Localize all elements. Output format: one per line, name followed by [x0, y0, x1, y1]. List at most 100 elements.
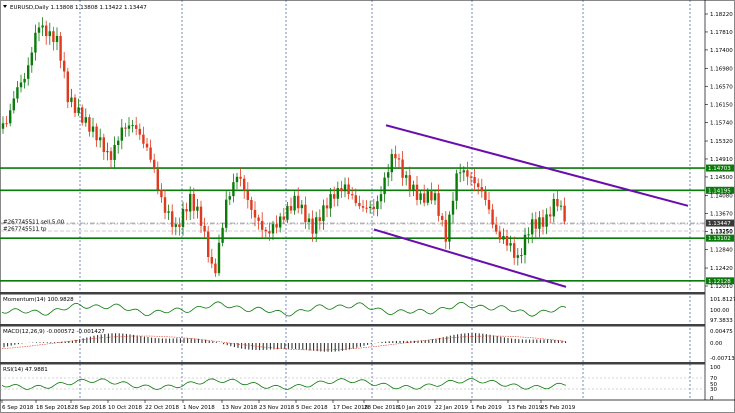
- candle-body: [34, 32, 37, 53]
- candle-body: [495, 224, 498, 232]
- candle-body: [369, 206, 372, 208]
- candle-body: [131, 125, 134, 127]
- candle-body: [113, 144, 116, 160]
- candle-body: [160, 189, 163, 198]
- candle-body: [81, 107, 84, 123]
- price-tick-label: 1.16150: [710, 103, 733, 109]
- candle-body: [246, 190, 249, 200]
- time-tick-label: 18 Sep 2018: [36, 405, 71, 411]
- candle-body: [127, 125, 131, 129]
- candle-body: [541, 217, 545, 227]
- candle-body: [466, 170, 469, 177]
- candle-body: [181, 209, 185, 228]
- candle-body: [484, 191, 487, 200]
- rsi-tick-label: 50: [710, 382, 717, 388]
- candle-body: [523, 234, 527, 256]
- candle-body: [192, 193, 195, 211]
- candle-body: [63, 60, 66, 72]
- candle-body: [469, 176, 473, 178]
- candle-body: [552, 198, 555, 217]
- candle-body: [534, 219, 537, 229]
- momentum-polyline: [1, 301, 567, 317]
- candle-body: [275, 224, 278, 228]
- candle-body: [297, 195, 300, 209]
- rsi-tick-label: 30: [710, 387, 717, 393]
- candle-body: [527, 234, 530, 236]
- candle-body: [189, 193, 192, 212]
- candle-body: [387, 172, 390, 178]
- macd-label: MACD(12,26,9) -0.000572 -0.001427: [3, 329, 105, 335]
- candle-body: [405, 175, 408, 178]
- panel-separator-rsi[interactable]: [0, 362, 705, 365]
- price-level-box: [706, 234, 734, 242]
- candle-body: [289, 206, 293, 211]
- panel-separator-momentum[interactable]: [0, 292, 705, 295]
- candle-body: [84, 117, 87, 123]
- candle-body: [30, 52, 33, 66]
- candle-body: [412, 184, 415, 190]
- price-level-box: [706, 219, 734, 227]
- candle-body: [199, 206, 203, 226]
- channel-lower-trendline[interactable]: [373, 228, 567, 288]
- candle-body: [545, 214, 548, 227]
- candle-body: [171, 211, 174, 227]
- candle-body: [415, 184, 419, 200]
- candle-body: [462, 170, 465, 173]
- order-tp-label[interactable]: #267745511 tp: [3, 227, 47, 233]
- momentum-line: 101.8127 100.00 97.3833: [1, 297, 735, 324]
- time-tick-label: 5 Dec 2018: [296, 405, 328, 411]
- rsi-label: RSI(14) 47.9881: [3, 367, 48, 373]
- candle-body: [243, 178, 246, 191]
- macd-tick-label: -0.007135: [710, 356, 735, 362]
- candle-body: [253, 209, 257, 218]
- candle-body: [318, 217, 321, 222]
- candle-body: [282, 216, 285, 220]
- candle-body: [88, 117, 91, 132]
- channel-upper-trendline[interactable]: [385, 124, 689, 207]
- candle-body: [23, 78, 26, 83]
- candle-body: [149, 147, 152, 160]
- momentum-tick-label: 100.00: [710, 308, 730, 314]
- candle-body: [444, 219, 447, 242]
- candle-body: [41, 25, 44, 28]
- candle-body: [513, 243, 516, 258]
- candle-body: [459, 172, 462, 174]
- price-tick-label: 1.16980: [710, 66, 733, 72]
- candlestick-series: [1, 17, 566, 277]
- candle-body: [538, 217, 541, 229]
- candle-body: [354, 195, 357, 204]
- candle-body: [99, 137, 102, 141]
- descending-channel[interactable]: [373, 124, 689, 288]
- candle-body: [520, 255, 523, 257]
- candle-body: [5, 123, 8, 125]
- symbol-dropdown-icon[interactable]: [3, 5, 7, 8]
- price-level-label: 1.14195: [708, 188, 731, 194]
- order-sell-label[interactable]: #267745511 sell 5.00: [3, 220, 65, 226]
- macd-signal-line: [1, 335, 567, 351]
- time-tick-label: 10 Oct 2018: [108, 405, 143, 411]
- time-tick-label: 23 Nov 2018: [259, 405, 295, 411]
- candle-body: [225, 199, 228, 228]
- symbol-selector[interactable]: EURUSD,Daily 1.13808 1.13808 1.13422 1.1…: [3, 5, 147, 11]
- panel-separator-macd[interactable]: [0, 324, 705, 327]
- candle-body: [1, 123, 5, 129]
- candle-body: [531, 219, 534, 235]
- candle-body: [261, 220, 264, 230]
- candle-body: [397, 158, 401, 160]
- candle-body: [502, 236, 505, 240]
- candle-body: [336, 188, 339, 199]
- candle-body: [487, 199, 491, 210]
- candle-body: [430, 191, 433, 201]
- candle-body: [423, 193, 426, 203]
- time-tick-label: 10 Jan 2019: [398, 405, 431, 411]
- candle-body: [333, 194, 336, 199]
- candle-body: [286, 206, 289, 220]
- time-tick-label: 28 Sep 2018: [71, 405, 106, 411]
- candle-body: [455, 173, 458, 201]
- candle-body: [271, 224, 275, 234]
- candle-body: [433, 193, 437, 201]
- candle-body: [102, 137, 105, 152]
- price-tick-label: 1.18220: [710, 12, 733, 18]
